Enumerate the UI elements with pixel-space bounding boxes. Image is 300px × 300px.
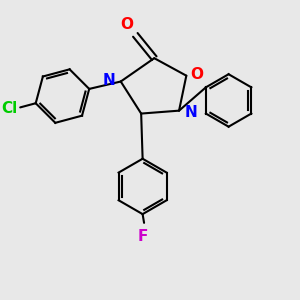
Text: N: N [103,73,116,88]
Text: F: F [137,229,148,244]
Text: O: O [191,67,204,82]
Text: N: N [184,105,197,120]
Text: Cl: Cl [1,101,17,116]
Text: O: O [120,17,133,32]
